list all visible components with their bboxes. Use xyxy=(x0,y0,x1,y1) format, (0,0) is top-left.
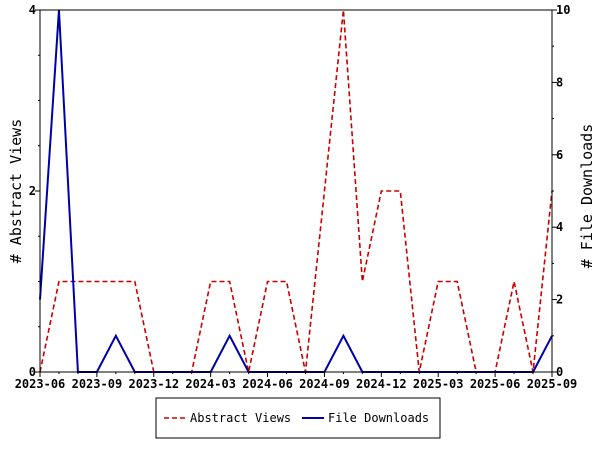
x-tick-label: 2025-03 xyxy=(413,377,464,391)
x-tick-label: 2024-12 xyxy=(356,377,407,391)
x-tick-label: 2023-12 xyxy=(128,377,179,391)
chart-marks xyxy=(39,9,553,373)
y2-axis-title: # File Downloads xyxy=(578,124,596,269)
x-tick-label: 2025-06 xyxy=(470,377,521,391)
y-tick-label: 2 xyxy=(29,184,36,198)
y-axis-title: # Abstract Views xyxy=(7,119,25,264)
y-tick-label: 0 xyxy=(29,365,36,379)
legend-label: Abstract Views xyxy=(190,411,291,425)
legend-box xyxy=(155,397,441,439)
y-tick-label: 4 xyxy=(29,3,36,17)
y2-tick-label: 6 xyxy=(556,148,563,162)
plot-frame xyxy=(39,9,553,373)
series-line-abstract-views xyxy=(39,9,553,373)
x-tick-label: 2025-09 xyxy=(527,377,578,391)
y2-tick-label: 4 xyxy=(556,220,563,234)
series-line-file-downloads xyxy=(39,9,553,373)
y2-tick-label: 8 xyxy=(556,75,563,89)
legend-label: File Downloads xyxy=(328,411,429,425)
legend: Abstract Views File Downloads xyxy=(155,397,441,439)
x-tick-label: 2023-09 xyxy=(72,377,123,391)
x-tick-label: 2024-03 xyxy=(185,377,236,391)
chart-axes: 2023-06 2023-09 2023-12 2024-03 2024-06 2024-… xyxy=(7,3,596,391)
y2-tick-label: 10 xyxy=(556,3,570,17)
x-tick-label: 2024-09 xyxy=(299,377,350,391)
x-tick-label: 2023-06 xyxy=(15,377,66,391)
x-tick-label: 2024-06 xyxy=(242,377,293,391)
y2-tick-label: 2 xyxy=(556,293,563,307)
y2-tick-label: 0 xyxy=(556,365,563,379)
